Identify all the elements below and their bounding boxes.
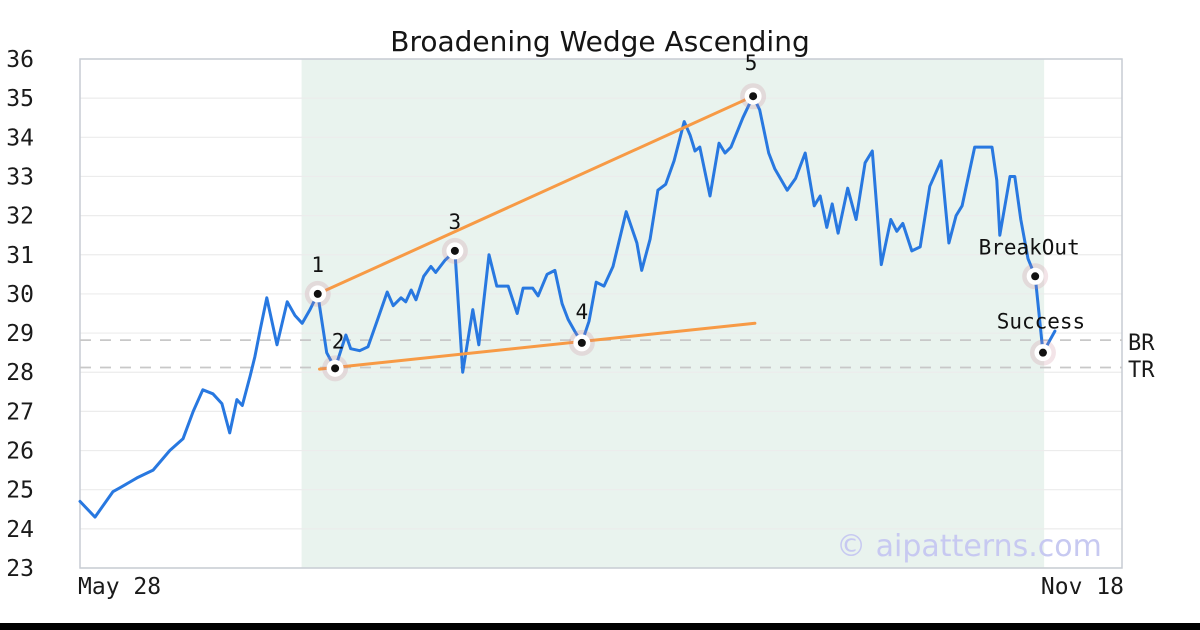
tr-level-label: TR <box>1128 358 1155 383</box>
shaded-region-rect <box>301 59 1045 568</box>
lower-trendline <box>318 321 757 371</box>
y-tick-label: 32 <box>6 204 34 230</box>
pattern-shaded-region <box>301 59 1045 568</box>
marker-1: 1 <box>304 253 331 307</box>
marker-label: 1 <box>311 253 324 277</box>
chart-title: Broadening Wedge Ascending <box>390 25 809 58</box>
marker-dot <box>331 364 340 373</box>
y-tick-label: 27 <box>6 399 34 425</box>
y-axis-labels: 23 24 25 26 27 28 29 30 31 32 33 34 35 36 <box>6 47 34 582</box>
marker-5: 5 <box>740 51 767 110</box>
marker-dot <box>1031 272 1040 281</box>
y-tick-label: 26 <box>6 439 34 465</box>
y-tick-label: 23 <box>6 556 34 582</box>
y-tick-label: 35 <box>6 86 34 112</box>
upper-trendline <box>316 94 755 296</box>
y-tick-label: 36 <box>6 47 34 73</box>
x-axis-end-label: Nov 18 <box>1041 574 1124 600</box>
marker-dot <box>749 92 758 101</box>
plot-border <box>79 58 1123 569</box>
marker-dot <box>1038 348 1047 357</box>
marker-label: 2 <box>332 329 345 353</box>
y-tick-label: 25 <box>6 478 34 504</box>
x-axis-start-label: May 28 <box>78 574 161 600</box>
y-tick-label: 28 <box>6 360 34 386</box>
marker-label: BreakOut <box>979 235 1080 259</box>
marker-3: 3 <box>441 210 468 264</box>
y-tick-label: 31 <box>6 243 34 269</box>
y-tick-label: 29 <box>6 321 34 347</box>
y-tick-label: 24 <box>6 517 34 543</box>
marker-success: Success <box>997 310 1086 366</box>
trendlines <box>316 94 757 371</box>
marker-label: Success <box>997 310 1086 334</box>
marker-4: 4 <box>568 300 595 356</box>
marker-dot <box>450 246 459 255</box>
marker-breakout: BreakOut <box>979 235 1080 290</box>
marker-label: 5 <box>745 51 758 75</box>
br-level-label: BR <box>1128 331 1155 356</box>
pattern-markers: 1 2 3 4 5 BreakOut Success <box>304 51 1086 382</box>
marker-2: 2 <box>322 329 349 382</box>
watermark: © aipatterns.com <box>836 529 1102 564</box>
marker-dot <box>313 289 322 298</box>
marker-label: 3 <box>449 210 462 234</box>
bottom-bar <box>0 623 1200 630</box>
y-tick-label: 33 <box>6 164 34 190</box>
plot-border-rect <box>79 58 1123 569</box>
marker-dot <box>577 338 586 347</box>
marker-label: 4 <box>576 300 589 324</box>
y-tick-label: 34 <box>6 125 34 151</box>
y-tick-label: 30 <box>6 282 34 308</box>
